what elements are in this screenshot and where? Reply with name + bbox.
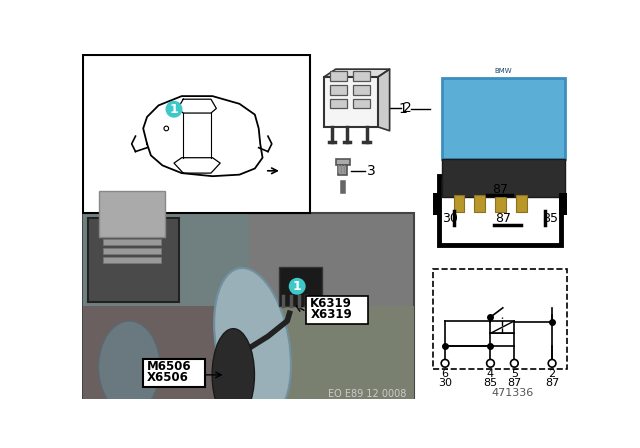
Text: 87: 87 [545, 378, 559, 388]
Text: 6: 6 [442, 369, 449, 379]
Text: M6506: M6506 [147, 360, 191, 373]
Bar [454, 195, 464, 212]
Bar [559, 193, 566, 215]
Text: 2: 2 [403, 101, 412, 115]
Text: 85: 85 [483, 378, 497, 388]
Ellipse shape [212, 329, 255, 421]
Text: X6319: X6319 [310, 308, 352, 321]
Bar [83, 213, 414, 399]
Text: 85: 85 [542, 212, 558, 225]
Text: EO E89 12 0008: EO E89 12 0008 [328, 389, 406, 399]
Circle shape [289, 278, 306, 295]
Bar [439, 176, 561, 246]
Text: 87: 87 [495, 212, 511, 225]
Bar [280, 267, 322, 306]
Bar [324, 77, 378, 127]
Bar [353, 99, 371, 108]
Polygon shape [324, 69, 390, 77]
Text: 87: 87 [492, 183, 508, 196]
Text: 1: 1 [170, 103, 179, 116]
Bar [353, 72, 371, 81]
Text: 2: 2 [548, 369, 556, 379]
Polygon shape [378, 69, 390, 131]
Bar [83, 55, 310, 213]
Bar [99, 191, 164, 237]
Text: K6319: K6319 [310, 297, 352, 310]
Bar [330, 99, 348, 108]
Text: BMW: BMW [495, 68, 513, 74]
Bar [516, 195, 527, 212]
Text: X6506: X6506 [147, 371, 189, 384]
Bar [307, 296, 368, 324]
Text: 87: 87 [508, 378, 522, 388]
Bar [353, 85, 371, 95]
Bar [433, 172, 566, 250]
Bar [103, 257, 161, 263]
Bar [442, 78, 565, 159]
Text: 5: 5 [511, 369, 518, 379]
Bar [490, 333, 515, 345]
Ellipse shape [214, 268, 291, 420]
Bar [330, 72, 348, 81]
Bar [143, 359, 205, 387]
Bar [83, 213, 249, 306]
Text: 4: 4 [487, 369, 494, 379]
Text: 30: 30 [438, 378, 452, 388]
Bar [433, 269, 566, 370]
Bar [490, 321, 515, 333]
Bar [330, 85, 348, 95]
Bar [474, 195, 485, 212]
Bar [446, 90, 550, 151]
Ellipse shape [99, 321, 160, 414]
Bar [83, 306, 249, 399]
Bar [442, 159, 565, 197]
Text: 1: 1 [399, 102, 407, 116]
Bar [435, 55, 573, 163]
Text: 3: 3 [367, 164, 375, 178]
Bar [88, 218, 179, 302]
Text: 30: 30 [442, 212, 458, 225]
Bar [103, 248, 161, 254]
Circle shape [166, 101, 182, 118]
Bar [338, 165, 348, 176]
Bar [249, 306, 414, 399]
Bar [103, 238, 161, 245]
Text: 471336: 471336 [492, 388, 534, 397]
Bar [433, 193, 440, 215]
Bar [495, 195, 506, 212]
Bar [336, 159, 349, 165]
Text: 1: 1 [293, 280, 301, 293]
